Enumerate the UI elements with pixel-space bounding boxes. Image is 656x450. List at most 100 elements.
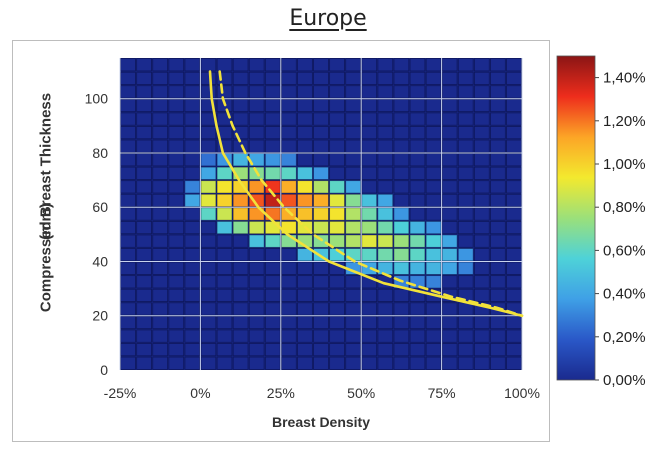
heatmap-cell	[120, 153, 136, 167]
heatmap-cell	[232, 315, 249, 330]
heatmap-cell	[313, 139, 329, 153]
heatmap-cell	[280, 166, 297, 180]
heatmap-cell	[120, 85, 136, 99]
heatmap-cell	[136, 180, 152, 194]
heatmap-cell	[232, 220, 249, 235]
heatmap-cell	[490, 220, 506, 235]
heatmap-cell	[248, 288, 265, 302]
heatmap-cell	[297, 71, 313, 85]
heatmap-cell	[361, 85, 378, 99]
heatmap-cell	[136, 98, 152, 113]
chart-frame	[12, 40, 550, 442]
heatmap-cell	[313, 71, 329, 85]
heatmap-cell	[393, 343, 410, 357]
heatmap-cell	[377, 248, 394, 262]
heatmap-cell	[457, 356, 474, 370]
heatmap-cell	[280, 207, 297, 221]
heatmap-cell	[490, 71, 506, 85]
heatmap-cell	[409, 180, 426, 194]
heatmap-cell	[329, 275, 345, 289]
heatmap-cell	[200, 153, 217, 167]
heatmap-cell	[264, 126, 281, 140]
heatmap-cell	[152, 288, 169, 302]
heatmap-cell	[248, 261, 265, 275]
heatmap-cell	[297, 356, 313, 370]
heatmap-cell	[506, 343, 522, 357]
heatmap-cell	[441, 207, 458, 221]
heatmap-cell	[264, 180, 281, 194]
heatmap-cell	[200, 275, 217, 289]
heatmap-cell	[345, 302, 362, 316]
heatmap-cell	[264, 302, 281, 316]
heatmap-cell	[425, 98, 442, 113]
heatmap-cell	[264, 356, 281, 370]
x-tick-label: 100%	[504, 385, 540, 401]
heatmap-cell	[345, 288, 362, 302]
heatmap-cell	[506, 315, 522, 330]
heatmap-cell	[248, 302, 265, 316]
heatmap-cell	[168, 180, 185, 194]
heatmap-cell	[184, 153, 201, 167]
heatmap-cell	[136, 302, 152, 316]
heatmap-cell	[441, 343, 458, 357]
heatmap-cell	[490, 58, 506, 72]
heatmap-cell	[297, 126, 313, 140]
heatmap-cell	[441, 220, 458, 235]
y-tick-labels: 0 20 40 60 80 100	[85, 91, 109, 378]
heatmap-cell	[280, 180, 297, 194]
heatmap-cell	[136, 153, 152, 167]
heatmap-cell	[216, 343, 233, 357]
heatmap-cell	[152, 275, 169, 289]
heatmap-cell	[457, 234, 474, 248]
heatmap-cell	[216, 234, 233, 248]
heatmap-cell	[120, 71, 136, 85]
heatmap-cell	[490, 193, 506, 208]
heatmap-cell	[361, 261, 378, 275]
heatmap-cell	[232, 329, 249, 343]
heatmap-cell	[168, 248, 185, 262]
heatmap-cell	[490, 315, 506, 330]
heatmap-cell	[473, 58, 490, 72]
heatmap-cell	[393, 153, 410, 167]
heatmap-cell	[216, 275, 233, 289]
heatmap-cell	[441, 356, 458, 370]
heatmap-cell	[200, 302, 217, 316]
heatmap-cell	[152, 180, 169, 194]
heatmap-cell	[441, 153, 458, 167]
heatmap-cell	[280, 356, 297, 370]
heatmap-cell	[361, 329, 378, 343]
heatmap-cell	[232, 193, 249, 208]
heatmap-cell	[264, 207, 281, 221]
heatmap-cell	[329, 220, 345, 235]
heatmap-cell	[136, 85, 152, 99]
heatmap-cell	[490, 126, 506, 140]
heatmap-cell	[200, 234, 217, 248]
heatmap-cell	[136, 356, 152, 370]
heatmap-cell	[506, 126, 522, 140]
heatmap-cell	[441, 275, 458, 289]
heatmap-cell	[248, 275, 265, 289]
heatmap-cell	[329, 139, 345, 153]
heatmap-cell	[345, 58, 362, 72]
heatmap-cell	[200, 58, 217, 72]
heatmap-cell	[441, 139, 458, 153]
heatmap-cell	[297, 112, 313, 126]
x-tick-label: 25%	[267, 385, 295, 401]
heatmap-cell	[136, 58, 152, 72]
heatmap-cell	[473, 207, 490, 221]
heatmap-cell	[393, 58, 410, 72]
heatmap-cell	[490, 261, 506, 275]
heatmap-cell	[441, 71, 458, 85]
heatmap-cell	[184, 139, 201, 153]
y-tick-label: 0	[100, 362, 108, 378]
heatmap-cell	[425, 261, 442, 275]
heatmap-cell	[473, 180, 490, 194]
heatmap-cell	[313, 85, 329, 99]
heatmap-cell	[184, 220, 201, 235]
heatmap-cell	[120, 193, 136, 208]
heatmap-cell	[216, 207, 233, 221]
heatmap-cell	[393, 234, 410, 248]
heatmap-cell	[248, 356, 265, 370]
heatmap-cell	[490, 153, 506, 167]
heatmap-cell	[313, 58, 329, 72]
